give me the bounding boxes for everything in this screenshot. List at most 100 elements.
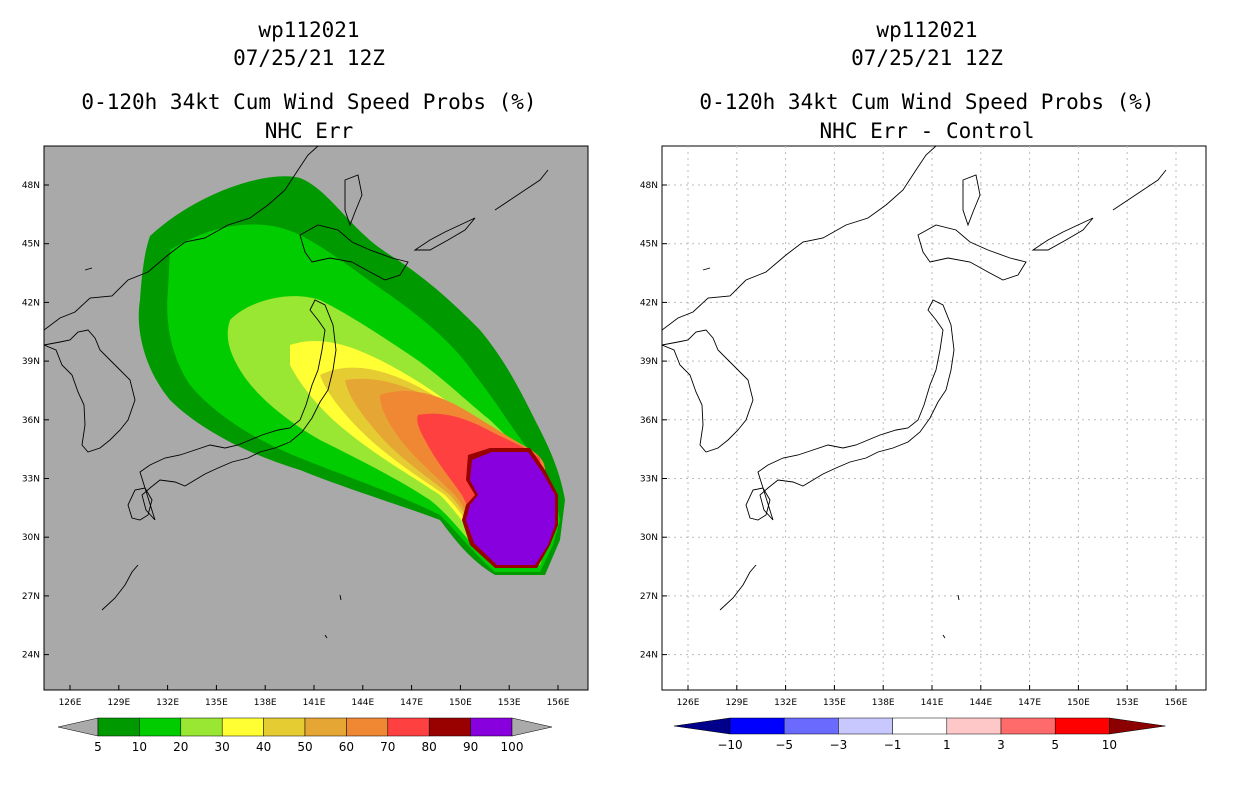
lat-label: 36N [640, 416, 658, 426]
lat-label: 30N [640, 533, 658, 543]
colorbar-label: 5 [1051, 738, 1059, 752]
left-map-svg: 48N 45N 42N 39N 36N 33N 30N 27N 24N 126E 129E 132E… [22, 145, 589, 754]
lon-label: 156E [547, 698, 570, 708]
colorbar-label: 1 [943, 738, 951, 752]
lat-label: 33N [640, 475, 658, 485]
lat-label: 24N [640, 651, 658, 661]
colorbar-label: −3 [830, 738, 848, 752]
lon-label: 132E [156, 698, 179, 708]
colorbar-box [221, 717, 264, 737]
coastlines [44, 146, 549, 639]
colorbar-box [304, 717, 347, 737]
colorbar-label: 100 [501, 740, 524, 754]
colorbar-label: 90 [463, 740, 478, 754]
lat-label: 48N [640, 181, 658, 191]
colorbar-box [1000, 717, 1056, 735]
storm-id-title: wp112021 [258, 18, 360, 42]
colorbar-label: 3 [997, 738, 1005, 752]
colorbar-box [838, 717, 893, 735]
colorbar-under-triangle [673, 717, 731, 735]
lon-labels: 126E 129E 132E 135E 138E 141E 144E 147E 150E 153E… [59, 685, 570, 708]
lon-label: 135E [823, 698, 846, 708]
prob-contour-90 [466, 452, 555, 565]
coastlines [662, 146, 1167, 639]
lon-label: 129E [725, 698, 748, 708]
lat-label: 42N [640, 298, 658, 308]
colorbar-label: 10 [132, 740, 147, 754]
right-map-svg: 48N 45N 42N 39N 36N 33N 30N 27N 24N 126E 129E 132E… [640, 145, 1207, 752]
colorbar-label: −10 [717, 738, 742, 752]
grid-lines [662, 146, 1206, 690]
lon-label: 153E [498, 698, 521, 708]
colorbar-under-triangle [57, 717, 99, 737]
colorbar-label: 70 [380, 740, 395, 754]
colorbar-box [428, 717, 471, 737]
lat-labels: 48N 45N 42N 39N 36N 33N 30N 27N 24N [22, 181, 49, 661]
colorbar-label: 50 [297, 740, 312, 754]
lon-label: 153E [1116, 698, 1139, 708]
lon-label: 147E [1018, 698, 1041, 708]
colorbar-box [139, 717, 182, 737]
lon-label: 126E [59, 698, 82, 708]
map-frame [661, 145, 1207, 691]
colorbar-box [729, 717, 785, 735]
colorbar-label: 5 [94, 740, 102, 754]
datetime-title: 07/25/21 12Z [851, 46, 1003, 70]
lat-label: 39N [22, 357, 40, 367]
lat-label: 27N [640, 592, 658, 602]
product-title: 0-120h 34kt Cum Wind Speed Probs (%) [699, 90, 1155, 114]
lat-label: 45N [22, 240, 40, 250]
colorbar-box [180, 717, 223, 737]
colorbar-label: −1 [884, 738, 902, 752]
lon-label: 129E [107, 698, 130, 708]
lat-labels: 48N 45N 42N 39N 36N 33N 30N 27N 24N [640, 181, 667, 661]
lat-label: 48N [22, 181, 40, 191]
lat-label: 33N [22, 475, 40, 485]
lon-label: 156E [1165, 698, 1188, 708]
lon-label: 138E [254, 698, 277, 708]
colorbar-right: −10 −5 −3 −1 1 3 5 10 [673, 717, 1166, 752]
colorbar-box [346, 717, 389, 737]
colorbar-label: −5 [775, 738, 793, 752]
lon-label: 150E [449, 698, 472, 708]
colorbar-box [470, 717, 513, 737]
lon-label: 144E [969, 698, 992, 708]
product-title: 0-120h 34kt Cum Wind Speed Probs (%) [81, 90, 537, 114]
lon-labels: 126E 129E 132E 135E 138E 141E 144E 147E 150E 153E… [677, 685, 1188, 708]
colorbar-label: 40 [256, 740, 271, 754]
lon-label: 126E [677, 698, 700, 708]
lon-label: 144E [351, 698, 374, 708]
lon-label: 141E [921, 698, 944, 708]
colorbar-label: 20 [173, 740, 188, 754]
colorbar-over-triangle [511, 717, 553, 737]
error-source-title: NHC Err [264, 119, 354, 143]
lat-label: 30N [22, 533, 40, 543]
colorbar-label: 60 [339, 740, 354, 754]
colorbar-box [387, 717, 430, 737]
colorbar-box [263, 717, 306, 737]
lon-label: 135E [205, 698, 228, 708]
lon-label: 147E [400, 698, 423, 708]
error-source-title: NHC Err - Control [819, 119, 1035, 143]
left-map-panel: wp112021 07/25/21 12Z 0-120h 34kt Cum Wi… [22, 18, 589, 754]
lat-label: 39N [640, 357, 658, 367]
colorbar-box [1054, 717, 1110, 735]
lon-label: 150E [1067, 698, 1090, 708]
colorbar-box [946, 717, 1002, 735]
colorbar-box [97, 717, 140, 737]
storm-id-title: wp112021 [876, 18, 978, 42]
lon-label: 138E [872, 698, 895, 708]
datetime-title: 07/25/21 12Z [233, 46, 385, 70]
lon-label: 141E [303, 698, 326, 708]
lat-label: 42N [22, 298, 40, 308]
lat-label: 36N [22, 416, 40, 426]
colorbar-box [783, 717, 839, 735]
lat-label: 45N [640, 240, 658, 250]
lon-label: 132E [774, 698, 797, 708]
lat-label: 24N [22, 651, 40, 661]
colorbar-label: 80 [422, 740, 437, 754]
colorbar-label: 10 [1102, 738, 1117, 752]
right-map-panel: wp112021 07/25/21 12Z 0-120h 34kt Cum Wi… [618, 0, 1236, 800]
lat-label: 27N [22, 592, 40, 602]
colorbar-label: 30 [215, 740, 230, 754]
